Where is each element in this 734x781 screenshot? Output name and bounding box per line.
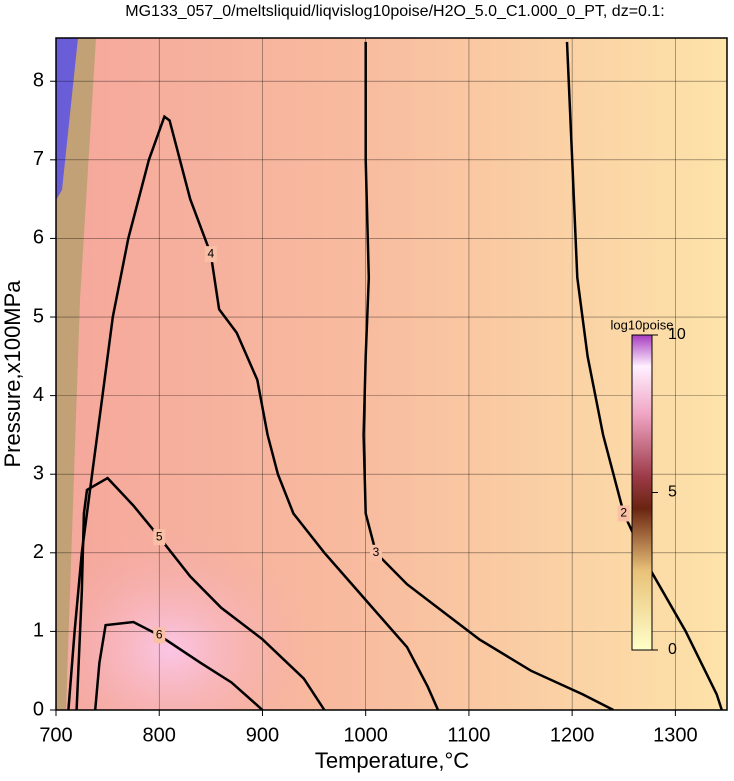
colorbar-ticks: 0 5 10 xyxy=(652,326,686,658)
x-tick-label: 900 xyxy=(246,724,279,746)
colorbar-label: log10poise xyxy=(611,317,674,332)
y-tick-label: 1 xyxy=(33,620,44,642)
contour-label-bg xyxy=(153,529,166,546)
x-axis-label: Temperature,°C xyxy=(315,748,469,773)
contours: 2 3 4 5 6 xyxy=(67,41,723,710)
field-band xyxy=(56,38,78,200)
y-tick-label: 5 xyxy=(33,305,44,327)
colorbar xyxy=(631,334,653,651)
x-tick-label: 700 xyxy=(39,724,72,746)
x-tick-label: 1300 xyxy=(653,724,698,746)
y-axis-label: Pressure,x100MPa xyxy=(0,280,25,468)
contour-label: 6 xyxy=(156,628,163,642)
contour-label: 3 xyxy=(373,545,380,559)
y-tick-label: 8 xyxy=(33,70,44,92)
contour-line xyxy=(93,620,264,710)
contour-label: 5 xyxy=(156,529,163,543)
contour-line xyxy=(565,41,723,710)
contour-label-bg xyxy=(370,544,383,561)
colorbar-tick-label: 0 xyxy=(668,641,677,658)
y-tick-label: 4 xyxy=(33,384,44,406)
y-tick-label: 6 xyxy=(33,227,44,249)
x-tick-label: 1100 xyxy=(447,724,490,746)
x-tick-label: 1200 xyxy=(550,724,595,746)
contour-line xyxy=(75,476,326,710)
y-tick-label: 7 xyxy=(33,148,44,170)
contour-label-bg xyxy=(153,627,166,644)
chart-title: MG133_057_0/meltsliquid/liqvislog10poise… xyxy=(125,3,664,20)
x-tick-label: 1000 xyxy=(343,724,388,746)
colorbar-tick-label: 10 xyxy=(668,326,686,343)
colorbar-tick-label: 5 xyxy=(668,484,677,501)
y-tick-label: 3 xyxy=(33,462,44,484)
contour-label-bg xyxy=(617,505,630,522)
contour-label-bg xyxy=(204,246,217,263)
field xyxy=(56,38,727,710)
field-highlight xyxy=(56,530,310,710)
contour-label: 2 xyxy=(620,506,627,520)
contour-label: 4 xyxy=(208,246,215,260)
plot-frame xyxy=(55,37,728,711)
y-tick-label: 2 xyxy=(33,541,44,563)
y-tick-label: 0 xyxy=(33,698,44,720)
field-band xyxy=(56,38,96,710)
x-tick-label: 800 xyxy=(143,724,176,746)
